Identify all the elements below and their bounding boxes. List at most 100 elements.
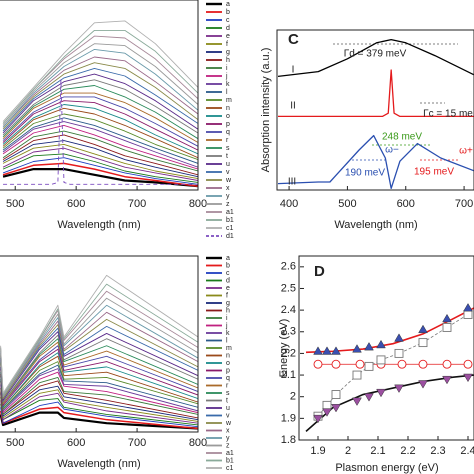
series-line — [2, 79, 198, 136]
annotation: 248 meV — [382, 132, 422, 143]
x-tick-label: 800 — [189, 437, 207, 449]
legend-label: e — [226, 33, 230, 40]
x-axis-label: Wavelength (nm) — [57, 458, 140, 470]
series-line — [2, 43, 198, 126]
legend-label: a — [226, 1, 230, 8]
x-tick-label: 2.3 — [430, 445, 445, 457]
series-line — [0, 411, 198, 430]
series-line — [2, 168, 198, 188]
series-line — [0, 318, 198, 400]
plot-area — [278, 38, 474, 190]
marker — [355, 359, 365, 369]
x-axis-label: Plasmon energy (eV) — [335, 462, 438, 474]
series-line — [2, 67, 198, 132]
y-axis-label: Absorption intensity (a.u.) — [260, 48, 272, 173]
y-axis-label: Energy (eV) — [278, 319, 290, 378]
y-tick-label: 2.3 — [281, 326, 296, 338]
legend-label: u — [226, 161, 230, 168]
marker — [394, 348, 404, 358]
annotation: ω− — [385, 145, 399, 156]
legend-label: q — [226, 375, 230, 382]
legend-label: y — [226, 193, 230, 200]
y-tick-label: 2.1 — [281, 369, 296, 381]
series-line — [3, 79, 198, 185]
series-line — [2, 117, 198, 164]
marker — [313, 414, 323, 424]
annotation: II — [290, 101, 296, 112]
marker — [442, 359, 452, 369]
y-tick-label: 2.5 — [281, 282, 296, 294]
series-line — [2, 48, 198, 128]
marker — [442, 313, 452, 323]
x-tick-label: 600 — [397, 198, 415, 210]
series-line — [0, 401, 198, 428]
marker — [352, 370, 362, 380]
series-line — [2, 113, 198, 161]
legend-label: n — [226, 105, 230, 112]
series-line — [2, 107, 198, 159]
legend-label: a1 — [226, 450, 234, 457]
series-line — [2, 124, 198, 170]
legend-label: w — [225, 177, 232, 184]
x-tick-label: 2 — [345, 445, 351, 457]
annotation: III — [288, 177, 296, 188]
x-tick-label: 400 — [280, 198, 298, 210]
legend-label: g — [226, 300, 230, 307]
legend-label: p — [226, 121, 230, 128]
legend-label: s — [226, 145, 230, 152]
series-line — [0, 348, 198, 407]
series-line — [2, 29, 198, 124]
series-line — [2, 143, 198, 180]
legend-label: s — [226, 390, 230, 397]
marker — [418, 324, 428, 334]
marker — [376, 355, 386, 365]
legend-label: i — [226, 65, 228, 72]
series-line — [2, 130, 198, 172]
marker — [352, 397, 362, 406]
plot-area — [2, 20, 198, 188]
series-line — [278, 69, 474, 118]
series-line — [2, 157, 198, 185]
x-tick-label: 500 — [6, 437, 24, 449]
marker — [322, 400, 332, 410]
legend-label: e — [226, 285, 230, 292]
annotation: Γc = 15 me — [423, 109, 473, 120]
x-tick-label: 2.4 — [460, 445, 474, 457]
legend-label: c — [226, 17, 230, 24]
marker — [331, 359, 341, 369]
x-tick-label: 700 — [455, 198, 473, 210]
legend-label: t — [226, 397, 228, 404]
series-line — [0, 297, 198, 398]
series-line — [2, 121, 198, 168]
series-line — [2, 140, 198, 178]
series-line — [2, 56, 198, 128]
series-line — [0, 331, 198, 401]
series-line — [0, 368, 198, 412]
marker — [442, 375, 452, 385]
x-tick-label: 2.1 — [370, 445, 385, 457]
plot-frame — [0, 0, 199, 191]
annotation: ω+ — [459, 146, 473, 157]
marker — [331, 404, 341, 413]
legend-label: o — [226, 360, 230, 367]
legend-label: u — [226, 405, 230, 412]
marker — [376, 388, 386, 398]
series-line — [0, 352, 198, 408]
series-line — [0, 392, 198, 424]
series-line — [2, 92, 198, 143]
y-tick-label: 2.6 — [281, 261, 296, 273]
x-tick-label: 500 — [338, 198, 356, 210]
series-line — [278, 38, 474, 78]
legend-label: n — [226, 352, 230, 359]
series-line — [2, 96, 198, 147]
marker — [397, 359, 407, 369]
x-tick-label: 700 — [128, 198, 146, 210]
series-line — [0, 341, 198, 405]
series-line — [2, 104, 198, 155]
marker — [331, 390, 341, 399]
x-tick-label: 700 — [128, 437, 146, 449]
series-line — [0, 389, 198, 422]
x-tick-label: 1.9 — [310, 445, 325, 457]
legend-label: a1 — [226, 209, 234, 216]
panel-label: C — [288, 31, 299, 48]
